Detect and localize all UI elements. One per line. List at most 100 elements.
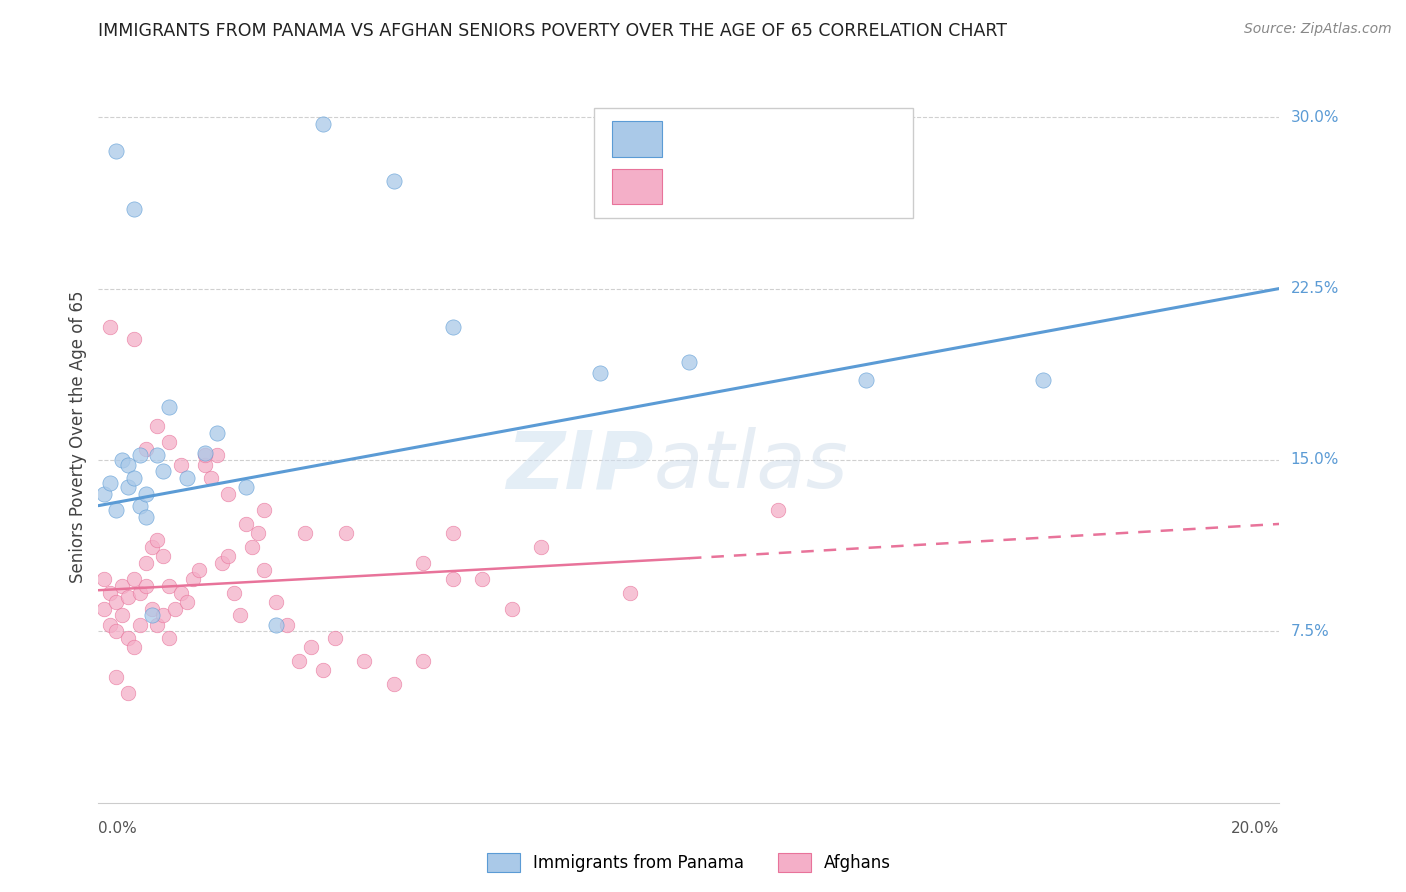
Point [240,540,263,554]
Point [93,487,115,501]
Text: 15.0%: 15.0% [1291,452,1339,467]
Point [117,480,139,494]
Point [501,601,523,615]
Point [194,449,217,463]
Point [200,471,222,485]
Point [157,401,180,415]
Legend: Immigrants from Panama, Afghans: Immigrants from Panama, Afghans [479,846,898,879]
Point [181,572,204,586]
Point [441,526,464,541]
Point [128,449,150,463]
Point [98,585,121,599]
Point [766,503,789,517]
Point [135,442,157,456]
Point [128,617,150,632]
Text: N = 70: N = 70 [815,178,879,195]
Text: Source: ZipAtlas.com: Source: ZipAtlas.com [1244,22,1392,37]
Point [312,117,335,131]
Text: 7.5%: 7.5% [1291,624,1329,639]
Text: atlas: atlas [654,427,848,506]
Point [98,617,121,632]
Point [141,601,163,615]
Point [111,453,134,467]
Text: 22.5%: 22.5% [1291,281,1339,296]
Point [152,549,174,563]
Point [93,572,115,586]
Point [141,540,163,554]
Point [382,677,405,691]
Point [117,632,139,646]
Point [135,510,157,524]
Point [412,654,434,668]
Point [157,434,180,449]
Point [276,617,298,632]
Point [157,579,180,593]
Point [111,579,134,593]
Point [217,487,239,501]
Point [122,332,145,346]
Text: R = 0.336: R = 0.336 [679,130,770,148]
Point [93,601,115,615]
Point [122,640,145,655]
Point [122,471,145,485]
Point [128,585,150,599]
Bar [612,121,662,157]
Point [194,446,217,460]
Point [98,475,121,490]
Y-axis label: Seniors Poverty Over the Age of 65: Seniors Poverty Over the Age of 65 [69,291,87,583]
Point [105,624,128,639]
Point [152,464,174,478]
Text: ZIP: ZIP [506,427,654,506]
Point [146,533,169,547]
Point [194,458,217,472]
Text: 0.0%: 0.0% [98,821,138,836]
Text: 30.0%: 30.0% [1291,110,1339,125]
Point [117,458,139,472]
Point [382,174,405,188]
Point [157,632,180,646]
Point [211,556,233,570]
Point [98,320,121,334]
Point [678,354,700,368]
Point [312,663,335,677]
Point [111,608,134,623]
Point [135,579,157,593]
Point [235,480,257,494]
Point [299,640,322,655]
Point [441,572,464,586]
Point [128,499,150,513]
Point [122,202,145,216]
Point [441,320,464,334]
Text: N = 29: N = 29 [815,130,879,148]
Point [412,556,434,570]
Point [170,585,193,599]
Point [253,563,276,577]
Point [288,654,311,668]
Point [224,585,246,599]
Point [253,503,276,517]
Point [1032,373,1054,387]
Point [176,594,198,608]
Text: R = 0.057: R = 0.057 [679,178,769,195]
Point [105,503,128,517]
Point [135,487,157,501]
Point [152,608,174,623]
Point [323,632,346,646]
Point [229,608,252,623]
Point [105,670,128,684]
Point [205,449,228,463]
Point [105,594,128,608]
Bar [595,108,914,218]
Point [105,145,128,159]
Text: 20.0%: 20.0% [1232,821,1279,836]
Point [335,526,357,541]
Text: IMMIGRANTS FROM PANAMA VS AFGHAN SENIORS POVERTY OVER THE AGE OF 65 CORRELATION : IMMIGRANTS FROM PANAMA VS AFGHAN SENIORS… [98,22,1008,40]
Point [146,617,169,632]
Point [353,654,375,668]
Point [246,526,269,541]
Point [117,686,139,700]
Point [170,458,193,472]
Point [122,572,145,586]
Bar [612,169,662,204]
Point [117,590,139,604]
